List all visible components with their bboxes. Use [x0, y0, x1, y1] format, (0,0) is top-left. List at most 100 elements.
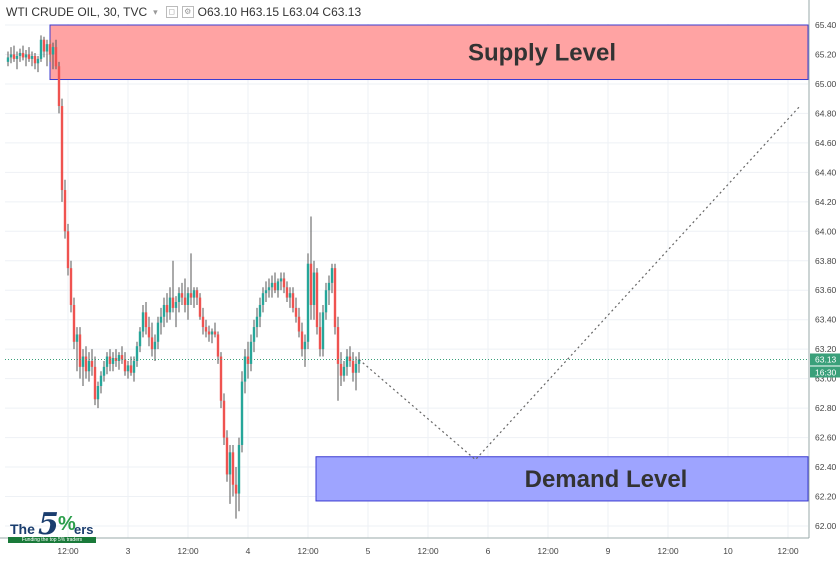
candle-body	[183, 297, 187, 305]
y-tick-label: 62.00	[815, 521, 837, 531]
candle-body	[126, 365, 130, 372]
candle-body	[84, 356, 88, 372]
supply-zone	[49, 24, 809, 81]
candle-body	[216, 334, 220, 357]
candle-body	[36, 58, 40, 64]
candle-body	[294, 307, 298, 317]
overlay	[5, 105, 808, 461]
candle-body	[219, 356, 223, 401]
candle-body	[93, 366, 97, 400]
the5ers-logo: The 5 % ers Funding the top 5% traders	[8, 507, 96, 543]
candle-body	[147, 327, 151, 338]
candle-body	[252, 327, 256, 342]
price-zones: Supply Level Demand Level	[49, 24, 809, 502]
y-tick-label: 63.60	[815, 285, 837, 295]
candle-body	[300, 331, 304, 350]
candle-body	[108, 356, 112, 364]
logo-five-text: 5	[38, 507, 59, 542]
candle-body	[264, 290, 268, 294]
candle-body	[342, 366, 346, 376]
candle-body	[48, 44, 52, 55]
x-tick-label: 10	[723, 546, 733, 556]
candle-body	[21, 52, 25, 58]
candle-body	[168, 297, 172, 313]
candle-body	[192, 290, 196, 298]
candle-body	[171, 297, 175, 308]
candle-body	[267, 287, 271, 291]
candle-body	[162, 304, 166, 317]
x-tick-label: 3	[126, 546, 131, 556]
symbol-title[interactable]: WTI CRUDE OIL, 30, TVC	[6, 5, 148, 19]
x-tick-label: 6	[486, 546, 491, 556]
y-axis[interactable]: 62.00 62.20 62.40 62.60 62.80 63.00 63.20 63.40…	[808, 0, 840, 538]
candle-body	[354, 363, 358, 373]
y-tick-label: 62.40	[815, 462, 837, 472]
y-tick-label: 63.40	[815, 315, 837, 325]
candle-body	[348, 356, 352, 361]
candle-body	[321, 312, 325, 350]
candle-body	[201, 316, 205, 328]
y-tick-label: 65.00	[815, 79, 837, 89]
candle-body	[222, 400, 226, 438]
candle-body	[165, 304, 169, 313]
candle-body	[87, 360, 91, 372]
candle-body	[90, 360, 94, 367]
candle-body	[327, 282, 331, 291]
y-tick-label: 65.20	[815, 49, 837, 59]
candle-body	[261, 293, 265, 305]
candle-body	[204, 327, 208, 332]
candle-body	[78, 334, 82, 367]
candle-body	[141, 312, 145, 332]
candle-body	[339, 363, 343, 376]
candle-body	[24, 54, 28, 58]
logo-percent-text: %	[58, 513, 76, 535]
countdown-label: 16:30	[815, 367, 837, 377]
candle-body	[63, 190, 67, 232]
last-price-label: 63.13	[815, 354, 837, 364]
y-tick-label: 63.80	[815, 256, 837, 266]
logo-tagline: Funding the top 5% traders	[8, 537, 96, 543]
candle-body	[228, 452, 232, 475]
settings-icon[interactable]: ⚙	[181, 6, 194, 18]
candle-body	[75, 334, 79, 342]
candle-body	[213, 331, 217, 335]
candle-body	[138, 331, 142, 347]
y-tick-label: 64.00	[815, 226, 837, 236]
candle-body	[135, 346, 139, 361]
candle-body	[333, 268, 337, 328]
x-tick-label: 9	[606, 546, 611, 556]
candle-body	[120, 355, 124, 360]
candle-body	[54, 47, 58, 67]
candle-body	[60, 106, 64, 191]
candle-body	[243, 356, 247, 382]
candle-body	[312, 272, 316, 305]
candle-body	[357, 359, 361, 364]
logo-ers-text: ers	[74, 522, 94, 537]
y-tick-label: 64.60	[815, 138, 837, 148]
demand-zone-label: Demand Level	[525, 466, 688, 493]
x-tick-label: 12:00	[297, 546, 319, 556]
candle-body	[96, 386, 100, 400]
candle-body	[18, 52, 22, 56]
chevron-down-icon[interactable]: ▾	[153, 6, 158, 17]
hide-icon[interactable]: ◻	[165, 6, 178, 18]
demand-zone	[315, 456, 809, 502]
candle-body	[153, 341, 157, 350]
candle-body	[324, 290, 328, 313]
x-tick-label: 12:00	[657, 546, 679, 556]
candle-body	[33, 55, 37, 64]
candle-body	[279, 278, 283, 282]
y-tick-label: 62.60	[815, 433, 837, 443]
y-tick-label: 62.80	[815, 403, 837, 413]
candle-body	[111, 358, 115, 364]
candle-body	[150, 337, 154, 350]
x-axis[interactable]: 12:00 3 12:00 4 12:00 5 12:00 6 12:00 9 12:00 10 12:…	[0, 537, 809, 556]
candle-body	[51, 47, 55, 55]
candle-body	[273, 282, 277, 291]
candle-body	[249, 341, 253, 364]
candle-body	[42, 39, 46, 52]
y-tick-label: 62.20	[815, 492, 837, 502]
candle-body	[309, 263, 313, 305]
candlestick-series	[6, 35, 361, 519]
